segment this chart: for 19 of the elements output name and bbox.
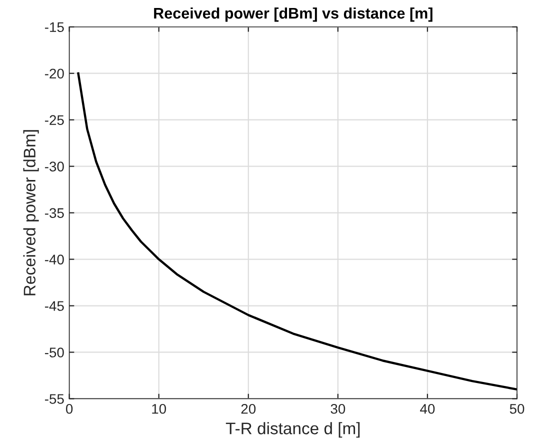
- y-tick-label: -30: [44, 162, 64, 172]
- y-tick-label: -55: [44, 394, 64, 404]
- y-axis-title: Received power [dBm]: [23, 130, 39, 296]
- chart-title: Received power [dBm] vs distance [m]: [154, 7, 432, 22]
- y-tick-label: -25: [44, 115, 64, 126]
- line-series: [77, 72, 518, 391]
- x-tick-label: 20: [241, 404, 256, 414]
- x-tick-label: 0: [66, 404, 73, 414]
- x-tick-label: 40: [420, 404, 435, 414]
- y-tick-label: -20: [44, 68, 64, 79]
- y-tick-label: -45: [44, 301, 64, 311]
- x-tick-label: 30: [330, 404, 346, 414]
- x-tick-label: 50: [510, 404, 524, 414]
- x-tick-label: 10: [152, 404, 166, 414]
- x-axis-title: T-R distance d [m]: [226, 422, 360, 438]
- y-tick-label: -40: [44, 254, 64, 264]
- y-tick-label: -35: [44, 208, 64, 218]
- y-tick-label: -50: [44, 348, 64, 358]
- y-tick-label: -15: [44, 22, 64, 32]
